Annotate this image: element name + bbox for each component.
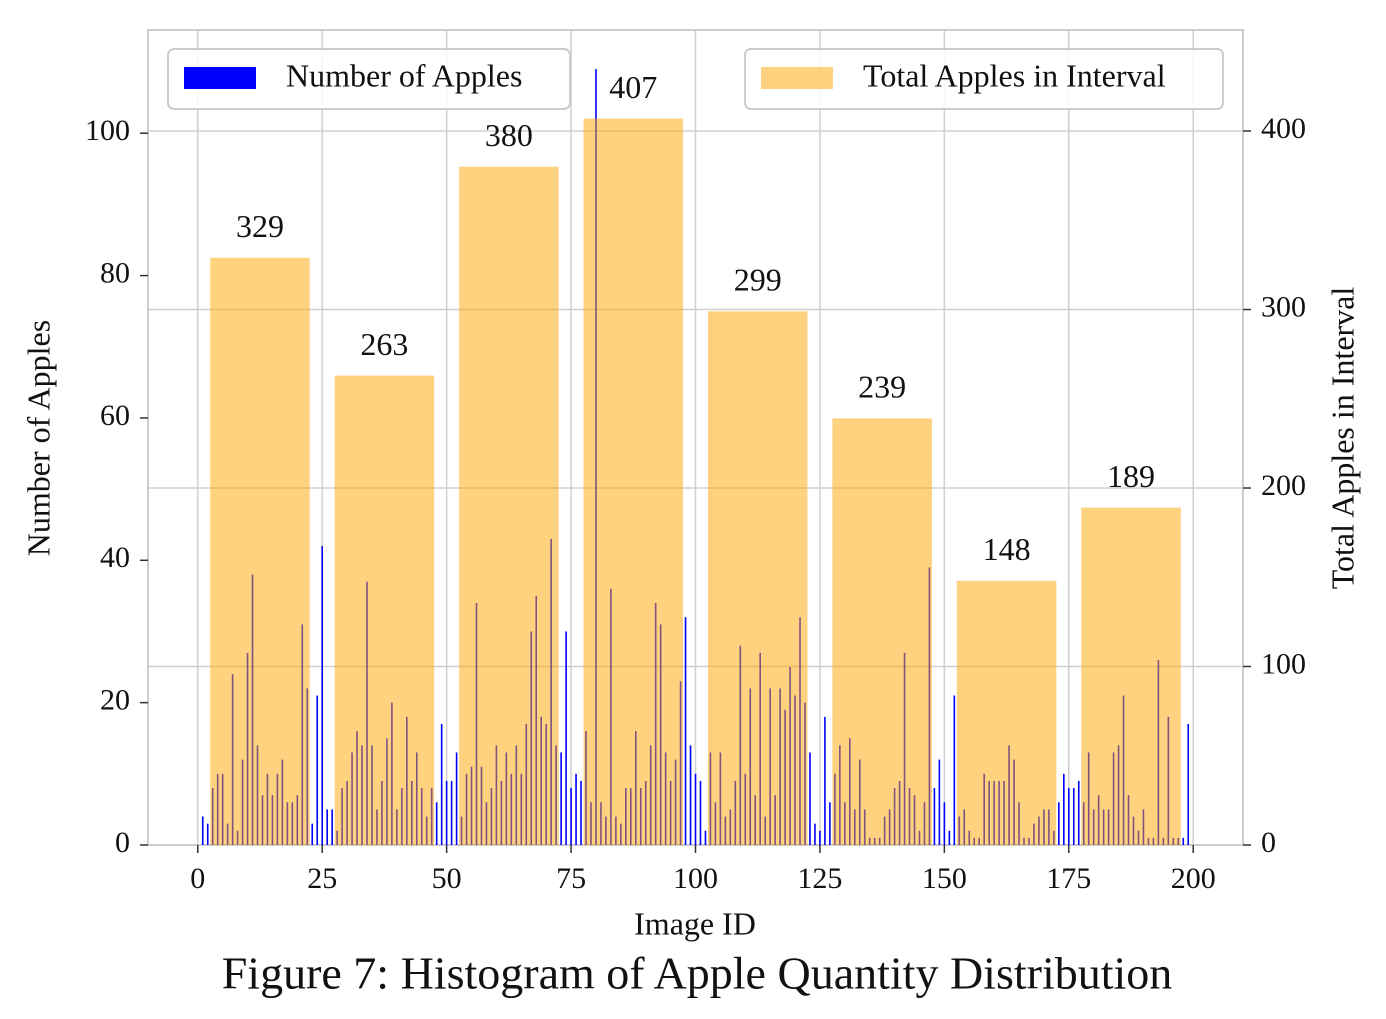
grid xyxy=(148,30,1243,846)
apple-bar xyxy=(1182,837,1185,845)
apple-bar xyxy=(445,780,448,845)
apple-bar xyxy=(1067,788,1070,845)
x-tick-label: 100 xyxy=(673,862,718,895)
apple-bar xyxy=(331,809,333,845)
apple-bar xyxy=(311,823,314,845)
y-tick-label: 0 xyxy=(115,826,130,859)
data-label: 189 xyxy=(1107,458,1155,494)
x-axis-label: Image ID xyxy=(634,905,756,941)
apple-bar xyxy=(938,759,941,845)
y2-tick-label: 200 xyxy=(1261,469,1306,502)
apple-bar xyxy=(824,716,826,845)
apple-bar xyxy=(326,809,328,845)
legend-box xyxy=(167,48,571,110)
y2-tick-label: 100 xyxy=(1261,647,1306,680)
interval-bar xyxy=(210,257,310,845)
apple-bar xyxy=(560,752,562,845)
interval-bar xyxy=(459,166,559,845)
legend-text: Total Apples in Interval xyxy=(863,57,1166,93)
apple-bar xyxy=(948,830,951,845)
apple-bar xyxy=(689,745,692,845)
apple-bar xyxy=(819,830,821,845)
apple-bar xyxy=(699,780,702,845)
x-tick-label: 150 xyxy=(922,862,967,895)
apple-bar xyxy=(206,823,209,845)
apple-bar xyxy=(1187,723,1190,845)
interval-bar xyxy=(1081,507,1181,845)
y-tick-label: 60 xyxy=(100,399,130,432)
apple-bar xyxy=(933,788,936,845)
y-tick-label: 20 xyxy=(100,684,130,717)
data-label: 380 xyxy=(485,117,533,153)
figure-caption: Figure 7: Histogram of Apple Quantity Di… xyxy=(222,948,1173,999)
y2-tick-label: 300 xyxy=(1261,290,1306,323)
apple-bar xyxy=(1077,780,1080,845)
apple-bar xyxy=(684,617,687,845)
y-tick-label: 40 xyxy=(100,541,130,574)
x-tick-label: 50 xyxy=(432,862,462,895)
interval-bar xyxy=(707,311,808,845)
apple-bar xyxy=(575,773,577,845)
legend-swatch xyxy=(761,67,833,89)
x-tick-label: 125 xyxy=(797,862,842,895)
y-axis-label: Number of Apples xyxy=(20,320,56,556)
apple-bar xyxy=(580,780,582,845)
apple-bar xyxy=(450,780,453,845)
apple-bar xyxy=(201,816,204,845)
x-tick-label: 0 xyxy=(190,862,205,895)
legend-swatch xyxy=(184,67,256,89)
x-tick-label: 25 xyxy=(307,862,337,895)
apple-bar xyxy=(829,802,831,845)
y-tick-label: 80 xyxy=(100,256,130,289)
y2-axis-label: Total Apples in Interval xyxy=(1324,287,1360,590)
apple-bar xyxy=(570,788,572,845)
apple-bar xyxy=(694,773,697,845)
apple-bar xyxy=(316,695,319,845)
data-label: 299 xyxy=(734,262,782,298)
data-label: 329 xyxy=(236,208,284,244)
x-tick-label: 175 xyxy=(1046,862,1091,895)
apple-bar xyxy=(953,695,956,845)
apple-bar xyxy=(814,823,816,845)
interval-bar xyxy=(334,375,435,845)
y2-tick-label: 0 xyxy=(1261,826,1276,859)
apple-bar xyxy=(1063,773,1065,845)
apple-bar xyxy=(704,830,707,845)
apple-bar xyxy=(1072,788,1075,845)
legend-text: Number of Apples xyxy=(286,57,522,93)
apple-bar xyxy=(943,802,946,845)
interval-bar xyxy=(583,118,684,845)
x-tick-label: 75 xyxy=(556,862,586,895)
data-label: 407 xyxy=(609,69,657,105)
data-label: 263 xyxy=(360,326,408,362)
apple-bar xyxy=(321,546,324,845)
legend-box xyxy=(744,48,1224,110)
interval-bar xyxy=(832,418,932,845)
apple-bar xyxy=(440,723,443,845)
apple-bar xyxy=(809,752,811,845)
data-label: 148 xyxy=(983,531,1031,567)
apple-bar xyxy=(435,802,438,845)
interval-bar xyxy=(956,580,1057,845)
data-label: 239 xyxy=(858,369,906,405)
y2-tick-label: 400 xyxy=(1261,112,1306,145)
apple-bar xyxy=(565,631,567,845)
y-tick-label: 100 xyxy=(85,114,130,147)
apple-bar xyxy=(455,752,458,845)
apple-bar xyxy=(1058,802,1060,845)
x-tick-label: 200 xyxy=(1171,862,1216,895)
